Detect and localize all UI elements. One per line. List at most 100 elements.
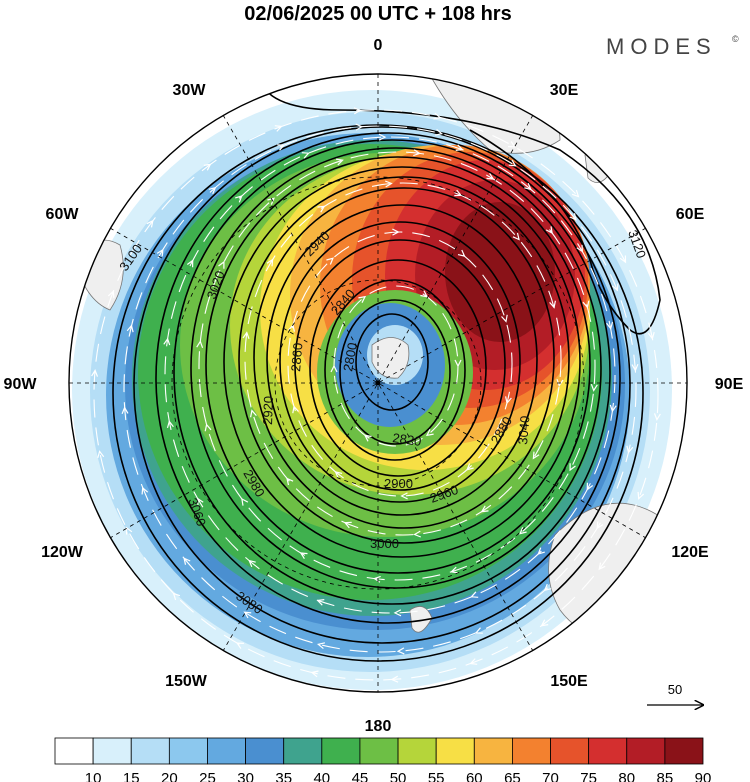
latitude-circle-middle — [171, 176, 585, 590]
wind-arrowhead — [266, 258, 274, 267]
lon-label-right-upper: 60E — [676, 206, 705, 223]
colorbar-tick-label: 25 — [199, 770, 216, 782]
longitude-labels: 0 30E 60E 90E 120E 150E 180 150W 120W 90… — [4, 37, 744, 735]
colorbar-swatch — [397, 737, 437, 765]
colorbar-swatch — [359, 737, 399, 765]
wind-arrowhead — [508, 159, 517, 167]
wind-vectors — [93, 109, 659, 681]
wind-arrowhead — [537, 547, 545, 555]
wind-arrowhead — [524, 182, 532, 191]
reference-vector: 50 — [647, 682, 703, 705]
wind-arrowhead — [243, 611, 252, 619]
wind-arrowhead — [466, 463, 474, 471]
wind-arrowhead — [248, 559, 256, 568]
wind-arrowhead — [183, 557, 191, 565]
colorbar-swatch — [130, 737, 170, 765]
wind-arrowhead — [480, 505, 489, 513]
colorbar-tick-label: 90 — [695, 770, 712, 782]
colorbar-tick-label: 35 — [275, 770, 292, 782]
brand-copyright-mark: © — [732, 34, 739, 44]
colorbar-swatch — [54, 737, 94, 765]
contour-3080 — [133, 126, 631, 644]
wind-arrowhead — [384, 180, 393, 188]
brand-logo: MODES — [606, 34, 717, 59]
wind-arrowhead — [267, 197, 275, 205]
lon-label-left-lower: 120W — [41, 544, 84, 561]
wind-arrowhead — [235, 195, 243, 203]
wind-arrowhead — [647, 331, 655, 340]
streamline-6 — [123, 125, 637, 653]
meridian-30e-150w — [222, 114, 534, 652]
wind-speed-field — [69, 74, 687, 692]
lon-label-left: 90W — [4, 376, 38, 393]
colorbar-swatch — [321, 737, 361, 765]
lon-label-right-lower: 120E — [671, 544, 709, 561]
contour-3000 — [205, 156, 591, 574]
wind-arrowhead — [519, 527, 527, 535]
wind-arrowheads — [91, 107, 661, 683]
wind-arrowhead — [353, 107, 362, 115]
wind-arrowhead — [569, 213, 577, 221]
wind-arrowhead — [125, 526, 133, 535]
streamline-5 — [164, 136, 616, 614]
wind-arrowhead — [470, 591, 479, 598]
wind-arrowhead — [392, 228, 400, 236]
wind-arrowhead — [358, 295, 367, 303]
wind-arrowhead — [334, 471, 343, 479]
colorbar-swatch — [245, 737, 285, 765]
colorbar-tick-label: 45 — [352, 770, 369, 782]
contour-label: 3040 — [515, 415, 532, 445]
meridian-60w-120e — [109, 227, 647, 539]
colorbar-swatch — [512, 737, 551, 765]
wind-arrowhead — [91, 369, 99, 377]
wind-arrowhead — [166, 420, 174, 429]
lon-label-top-right: 30E — [550, 82, 579, 99]
colorbar-tick-label: 70 — [542, 770, 559, 782]
contour-2860 — [309, 259, 487, 477]
wind-arrowhead — [203, 163, 212, 171]
contour-2800 — [355, 313, 429, 411]
wind-arrowhead — [598, 562, 606, 571]
wind-arrowhead — [474, 627, 483, 634]
wind-arrowhead — [317, 205, 326, 213]
lon-label-right: 90E — [715, 376, 744, 393]
wind-arrowhead — [141, 486, 149, 495]
contour-3120 — [259, 79, 661, 335]
contour-2980 — [223, 166, 581, 558]
antarctica-landmass — [371, 337, 410, 379]
contour-label: 2820 — [392, 430, 423, 449]
wind-arrowhead — [208, 186, 217, 195]
wind-arrowhead — [469, 658, 478, 665]
wind-arrowhead — [540, 619, 549, 627]
streamline-7 — [93, 109, 659, 681]
wind-arrowhead — [326, 257, 334, 265]
colorbar: 10 15 20 25 30 35 40 45 50 55 60 65 70 75 80 85 90 — [54, 737, 712, 782]
wind-arrowhead — [501, 314, 508, 323]
wind-arrowhead — [631, 363, 639, 372]
wind-arrowhead — [204, 423, 212, 432]
wind-arrowhead — [330, 364, 338, 373]
wind-arrowhead — [242, 331, 250, 339]
wind-arrowhead — [619, 255, 627, 264]
colorbar-swatch — [168, 737, 208, 765]
wind-arrowhead — [653, 413, 661, 421]
colorbar-swatch — [283, 737, 323, 765]
colorbar-tick-label: 65 — [504, 770, 521, 782]
contour-label: 3000 — [370, 536, 399, 551]
wind-arrowhead — [156, 248, 164, 257]
map-title: 02/06/2025 00 UTC + 108 hrs — [244, 3, 511, 25]
wind-arrowhead — [454, 189, 463, 197]
contour-2880 — [294, 239, 506, 491]
colorbar-tick-label: 85 — [657, 770, 674, 782]
contour-2960 — [238, 176, 570, 544]
wind-arrowhead — [250, 409, 257, 418]
colorbar-tick-label: 60 — [466, 770, 483, 782]
lon-label-top: 0 — [374, 37, 383, 54]
wind-arrowhead — [393, 609, 402, 617]
colorbar-swatch — [435, 737, 475, 765]
wind-arrowhead — [126, 324, 134, 333]
wind-arrowhead — [454, 359, 462, 368]
wind-arrowhead — [299, 552, 308, 560]
meridian-30w-150e — [222, 114, 534, 652]
